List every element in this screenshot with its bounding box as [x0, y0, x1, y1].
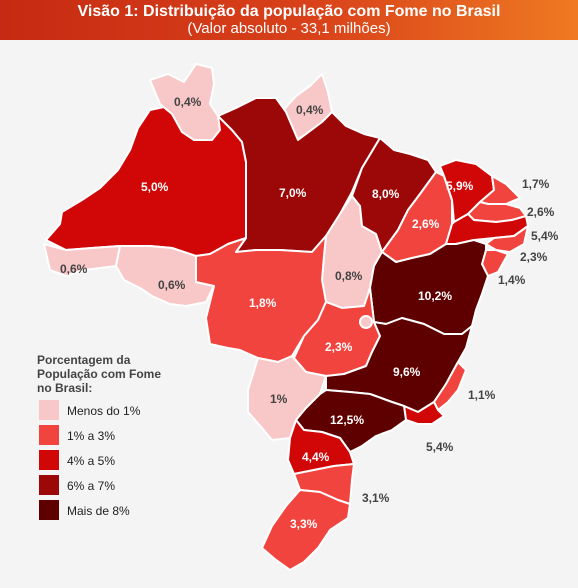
label-mt: 1,8%: [249, 296, 277, 310]
state-ac[interactable]: [43, 243, 121, 277]
label-am: 5,0%: [141, 180, 169, 194]
state-rs[interactable]: [261, 489, 351, 571]
label-rj: 5,4%: [426, 440, 454, 454]
map-subtitle: (Valor absoluto - 33,1 milhões): [187, 20, 391, 37]
header-banner: Visão 1: Distribuição da população com F…: [0, 0, 578, 40]
legend-label: 4% a 5%: [67, 454, 116, 468]
legend-swatch: [39, 425, 59, 445]
label-pa: 7,0%: [279, 186, 307, 200]
state-df[interactable]: [359, 315, 373, 329]
label-mg: 9,6%: [393, 365, 421, 379]
label-al: 2,3%: [520, 250, 548, 264]
legend-label: Mais de 8%: [67, 504, 130, 518]
label-to: 0,8%: [335, 269, 363, 283]
label-sc: 3,1%: [362, 491, 390, 505]
legend-swatch: [39, 475, 59, 495]
legend-swatch: [39, 500, 59, 520]
label-se: 1,4%: [498, 273, 526, 287]
legend-item-menos-1: Menos do 1%: [37, 400, 177, 420]
state-ro[interactable]: [115, 245, 215, 307]
label-ba: 10,2%: [418, 289, 452, 303]
label-pr: 4,4%: [302, 450, 330, 464]
label-rr: 0,4%: [174, 95, 202, 109]
state-rj[interactable]: [403, 401, 445, 425]
legend-item-4-a-5: 4% a 5%: [37, 450, 177, 470]
state-al[interactable]: [485, 225, 529, 253]
label-ac: 0,6%: [60, 262, 88, 276]
label-pb: 2,6%: [527, 205, 555, 219]
legend: Porcentagem da População com Fome no Bra…: [37, 353, 177, 520]
label-pe: 5,4%: [531, 229, 559, 243]
legend-item-mais-8: Mais de 8%: [37, 500, 177, 520]
label-es: 1,1%: [468, 388, 496, 402]
map-title: Visão 1: Distribuição da população com F…: [77, 3, 501, 20]
label-ro: 0,6%: [158, 278, 186, 292]
legend-swatch: [39, 400, 59, 420]
label-ce: 5,9%: [446, 179, 474, 193]
label-ap: 0,4%: [296, 103, 324, 117]
legend-title: Porcentagem da População com Fome no Bra…: [37, 353, 162, 395]
legend-item-1-a-3: 1% a 3%: [37, 425, 177, 445]
legend-label: 1% a 3%: [67, 429, 116, 443]
label-rn: 1,7%: [522, 177, 550, 191]
state-es[interactable]: [433, 361, 467, 411]
label-sp: 12,5%: [330, 413, 364, 427]
legend-label: 6% a 7%: [67, 479, 116, 493]
brazil-map: 0,4% 0,4% 5,0% 7,0% 8,0% 5,9% 1,7% 2,6% …: [43, 63, 559, 571]
label-rs: 3,3%: [290, 517, 318, 531]
label-go: 2,3%: [325, 340, 353, 354]
legend-label: Menos do 1%: [67, 404, 141, 418]
legend-item-6-a-7: 6% a 7%: [37, 475, 177, 495]
label-ma: 8,0%: [372, 187, 400, 201]
label-ms: 1%: [270, 392, 288, 406]
legend-swatch: [39, 450, 59, 470]
label-pi: 2,6%: [412, 217, 440, 231]
state-sp[interactable]: [295, 389, 407, 453]
